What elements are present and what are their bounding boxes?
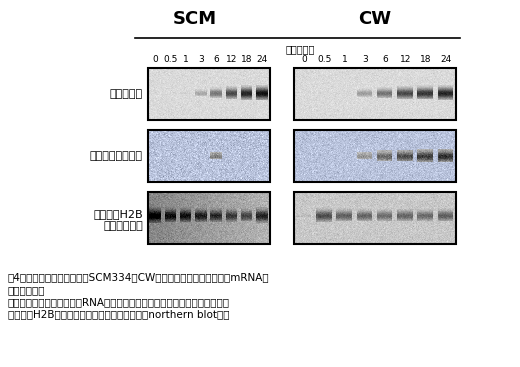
Text: 3: 3 — [362, 55, 368, 64]
Text: 図4　疫病菌遊走子接種後のSCM334とCW葉の活性酸素類関連遵伝子mRNAの: 図4 疫病菌遊走子接種後のSCM334とCW葉の活性酸素類関連遵伝子mRNAの — [8, 272, 270, 282]
Bar — [294, 68, 456, 120]
Text: ヒストンH2B: ヒストンH2B — [94, 209, 143, 219]
Text: ヒストンH2B遵伝子のプローブを用いて行ったnorthern blot解析: ヒストンH2B遵伝子のプローブを用いて行ったnorthern blot解析 — [8, 309, 229, 319]
Bar — [294, 130, 456, 182]
Text: （恒常発現）: （恒常発現） — [103, 221, 143, 231]
Bar — [148, 130, 270, 182]
Text: カタラーゼ: カタラーゼ — [110, 89, 143, 99]
Text: 12: 12 — [400, 55, 411, 64]
Text: SCM: SCM — [173, 10, 217, 28]
Text: 18: 18 — [241, 55, 253, 64]
Text: CW: CW — [358, 10, 392, 28]
Text: 0: 0 — [301, 55, 307, 64]
Text: 18: 18 — [420, 55, 432, 64]
Text: 3: 3 — [199, 55, 204, 64]
Text: 接種後時間: 接種後時間 — [285, 44, 315, 54]
Text: 0.5: 0.5 — [164, 55, 178, 64]
Bar — [294, 192, 456, 244]
Text: 1: 1 — [183, 55, 189, 64]
Text: 経時変化: 経時変化 — [8, 285, 46, 295]
Bar — [148, 192, 270, 244]
Text: 6: 6 — [382, 55, 388, 64]
Text: 0: 0 — [153, 55, 159, 64]
Text: 6: 6 — [214, 55, 219, 64]
Bar — [148, 68, 270, 120]
Text: 12: 12 — [226, 55, 238, 64]
Text: 24: 24 — [440, 55, 451, 64]
Text: 24: 24 — [257, 55, 268, 64]
Text: ペルオキシダーゼ: ペルオキシダーゼ — [90, 151, 143, 161]
Text: 1: 1 — [342, 55, 347, 64]
Text: 接種後各時間に抜出した全RNAに対して、カタラーゼ、ペルオキシダーゼ、: 接種後各時間に抜出した全RNAに対して、カタラーゼ、ペルオキシダーゼ、 — [8, 297, 230, 307]
Text: 0.5: 0.5 — [317, 55, 332, 64]
